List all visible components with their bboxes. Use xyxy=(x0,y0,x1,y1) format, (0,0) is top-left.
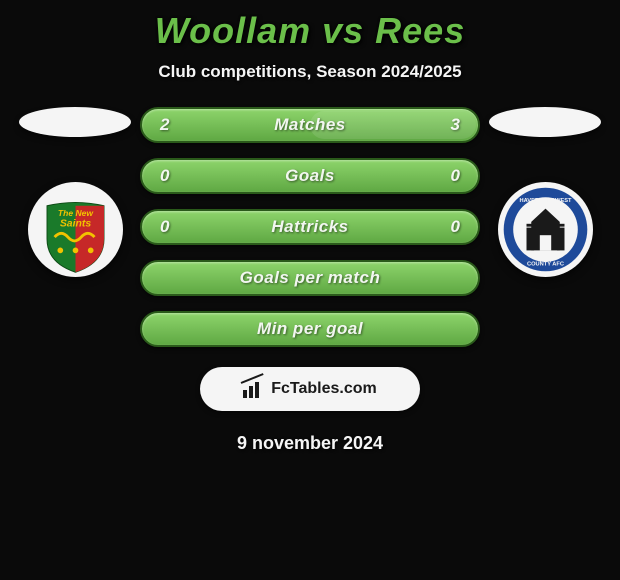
right-player-placeholder-icon xyxy=(489,107,601,137)
svg-text:COUNTY AFC: COUNTY AFC xyxy=(527,262,564,268)
stat-right-value: 0 xyxy=(451,166,460,186)
watermark-text: FcTables.com xyxy=(271,380,377,398)
stat-label: Goals xyxy=(285,166,335,186)
watermark-badge[interactable]: FcTables.com xyxy=(200,367,420,411)
stat-row-goals: 0 Goals 0 xyxy=(140,158,480,194)
svg-text:The New: The New xyxy=(57,208,93,218)
svg-text:Saints: Saints xyxy=(59,219,91,230)
right-team-col: HAVERFORDWEST COUNTY AFC xyxy=(485,107,605,277)
stat-label: Goals per match xyxy=(240,268,381,288)
stat-right-value: 0 xyxy=(451,217,460,237)
stat-left-value: 2 xyxy=(160,115,169,135)
stat-row-matches: 2 Matches 3 xyxy=(140,107,480,143)
stat-label: Min per goal xyxy=(257,319,363,339)
stat-left-value: 0 xyxy=(160,217,169,237)
stat-label: Hattricks xyxy=(271,217,348,237)
subtitle: Club competitions, Season 2024/2025 xyxy=(158,62,461,82)
chart-icon xyxy=(243,380,265,398)
comparison-row: The New Saints 2 Matches 3 0 Goals 0 xyxy=(0,107,620,347)
svg-text:HAVERFORDWEST: HAVERFORDWEST xyxy=(519,198,572,204)
left-player-placeholder-icon xyxy=(19,107,131,137)
page-title: Woollam vs Rees xyxy=(155,10,465,52)
stat-row-min-per-goal: Min per goal xyxy=(140,311,480,347)
stats-column: 2 Matches 3 0 Goals 0 0 Hattricks 0 Goal… xyxy=(135,107,485,347)
left-team-badge: The New Saints xyxy=(28,182,123,277)
right-team-badge: HAVERFORDWEST COUNTY AFC xyxy=(498,182,593,277)
stat-row-goals-per-match: Goals per match xyxy=(140,260,480,296)
stat-label: Matches xyxy=(274,115,346,135)
stat-row-hattricks: 0 Hattricks 0 xyxy=(140,209,480,245)
left-team-col: The New Saints xyxy=(15,107,135,277)
date-text: 9 november 2024 xyxy=(237,433,383,454)
stat-left-value: 0 xyxy=(160,166,169,186)
